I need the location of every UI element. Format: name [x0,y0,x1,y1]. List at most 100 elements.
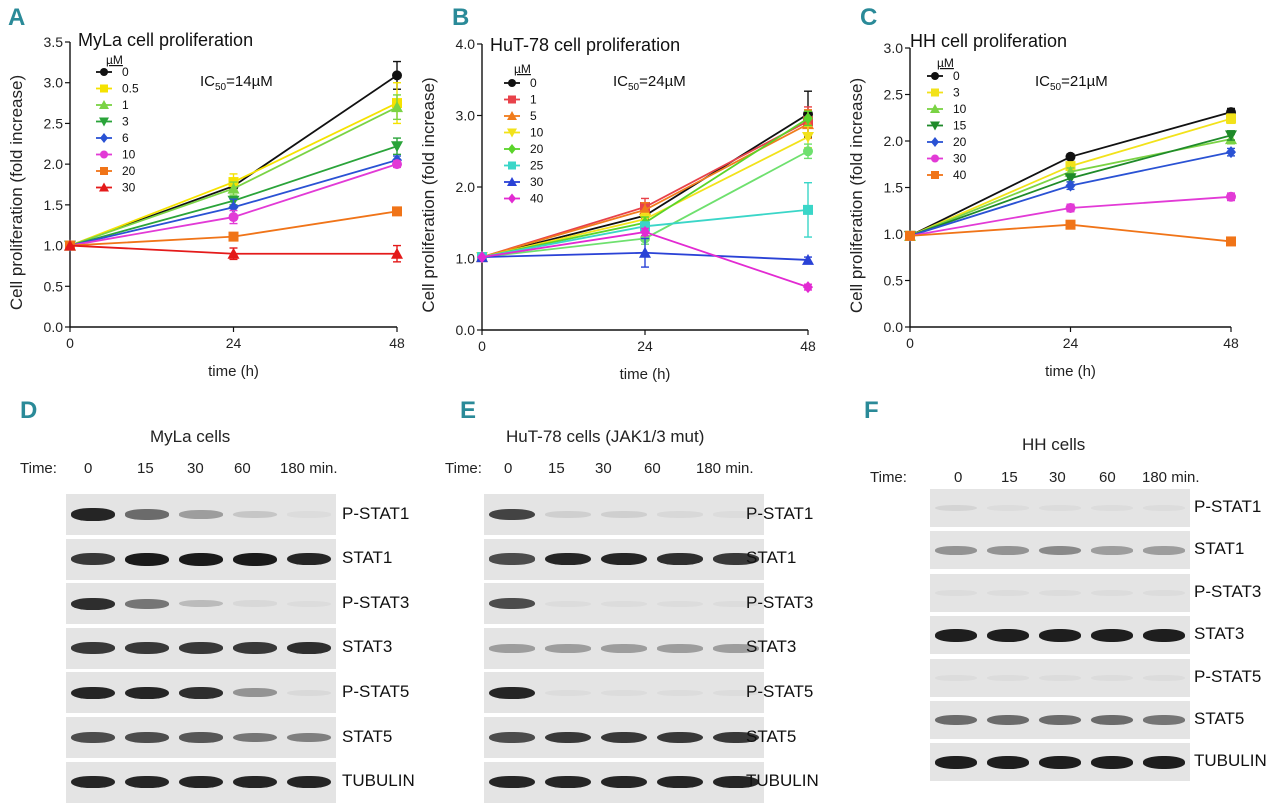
blot-band [1142,715,1186,725]
blot-band [232,510,278,519]
blot-band [934,504,978,512]
blot-band [934,628,978,642]
legend: µM0 3 10 15 20 30 40 [927,56,967,182]
x-tick-label: 0 [478,338,486,354]
data-point [391,247,403,259]
blot-band [713,689,759,696]
data-point [639,203,651,215]
data-point [392,70,402,81]
blot-band [1038,545,1082,555]
data-point [477,251,487,264]
legend-label: 5 [530,109,537,123]
y-tick-label: 1.5 [884,180,904,196]
blot-band [545,689,591,697]
legend-label: 3 [953,86,960,100]
legend-entry: 10 [504,126,544,140]
blot-band [70,553,116,566]
protein-label: STAT1 [746,548,797,568]
data-point [639,246,651,258]
blot-band [286,552,332,566]
blot-band [489,508,535,521]
time-row: Time: 0 15 30 60 180 min. [0,460,430,480]
blot-band [124,552,170,566]
blot-band [178,510,224,519]
legend-marker [99,117,109,127]
data-point [803,204,813,215]
blot-band [232,732,278,743]
panel-letter: F [864,397,879,424]
blot-band [1090,546,1134,555]
time-label: Time: [20,460,57,477]
western-blot-hh: F HH cells Time: 0 15 30 60 180 min. P-STAT1 STAT… [850,395,1280,803]
legend-marker [100,84,108,93]
blot-band [232,552,278,566]
legend-entry: 6 [96,131,129,145]
time-point: 60 [644,460,661,477]
time-point: 30 [187,460,204,477]
legend-entry: 0.5 [96,82,139,96]
blot-band [1038,714,1082,726]
legend-label: 10 [122,148,136,162]
blot-band [1090,589,1134,596]
legend-entry: 1 [504,93,537,107]
time-point: 180 min. [696,460,754,477]
data-point [391,141,403,153]
blot-strip [930,743,1190,782]
blot-strip [66,583,336,625]
legend-marker [508,79,516,87]
legend-label: 40 [953,168,967,182]
x-axis-label: time (h) [1045,363,1096,380]
legend-marker [930,121,940,131]
x-tick-label: 48 [389,335,405,351]
blot-band [286,689,332,697]
blot-band [934,674,978,681]
y-tick-label: 1.5 [44,197,64,213]
legend-label: 0 [953,69,960,83]
blot-band [545,511,591,518]
blot-strip [930,531,1190,570]
y-axis-label: Cell proliferation (fold increase) [420,77,438,312]
blot-band [601,644,647,653]
legend-marker [508,193,516,204]
blot-band [986,674,1030,681]
legend-marker [100,133,108,143]
blot-band [1038,589,1082,596]
blot-strip [484,761,764,803]
blot-band [232,775,278,789]
blot-strip [66,494,336,535]
data-point [228,231,239,242]
protein-label: TUBULIN [1194,751,1267,771]
y-tick-label: 2.0 [884,133,904,149]
blot-band [934,589,978,596]
time-row: Time: 0 15 30 60 180 min. [430,460,850,480]
time-point: 60 [234,460,251,477]
legend-marker [507,111,517,120]
blot-strip [930,616,1190,655]
legend-marker [100,68,108,76]
protein-label: P-STAT1 [342,503,410,523]
protein-label: STAT3 [1194,624,1245,644]
legend-entry: 20 [927,135,967,149]
legend-label: 10 [953,102,967,116]
blot-band [70,642,116,655]
blot-band [286,642,332,655]
blot-band [70,775,116,789]
data-point [391,101,403,113]
blot-band [1142,589,1186,596]
legend-label: 10 [530,126,544,140]
legend-label: 0.5 [122,82,139,96]
protein-label: P-STAT1 [746,503,814,523]
blot-strip [66,761,336,803]
panel-letter: E [460,397,477,424]
blot-band [1038,755,1082,769]
blot-band [986,504,1030,512]
blot-band [657,644,703,653]
y-tick-label: 1.0 [44,238,64,254]
time-point: 0 [954,469,963,486]
blot-band [713,644,759,653]
series-0.5 [65,82,402,251]
legend-marker [931,72,939,80]
legend-marker [931,154,939,163]
blot-band [1090,755,1134,769]
panel-letter: D [20,397,38,424]
